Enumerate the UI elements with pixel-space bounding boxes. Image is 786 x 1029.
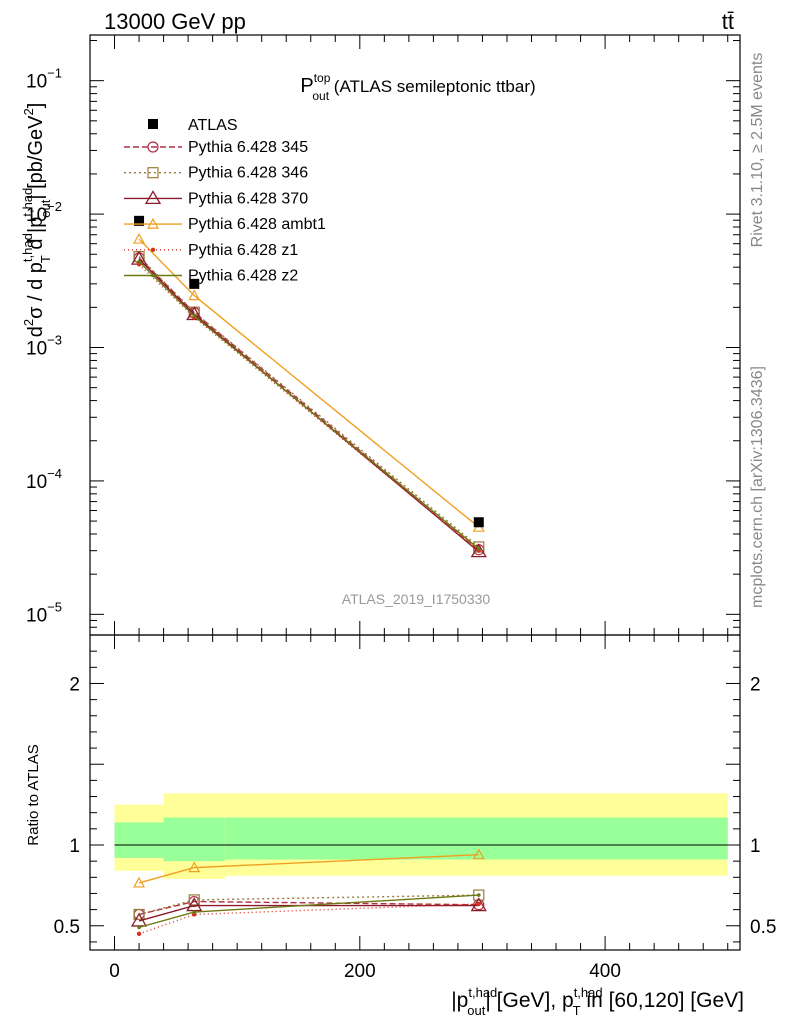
main-ylabel: d2σ / d pt,had T d |pt,had out| [pb/GeV2] (20, 103, 53, 338)
main-series-point-3 (188, 289, 201, 301)
xlabel: |pt,had out| [GeV], pt,had T in [60,120] [… (451, 985, 744, 1018)
main-series-3 (133, 232, 485, 532)
rivet-label: Rivet 3.1.10, ≥ 2.5M events (749, 53, 766, 248)
legend-marker-0 (147, 141, 159, 153)
ratio-ytick-label-left: 2 (69, 674, 80, 695)
legend-entry-3: Pythia 6.428 ambt1 (124, 216, 326, 233)
ratio-series-point-2 (470, 897, 487, 912)
legend-label-1: Pythia 6.428 346 (188, 165, 308, 182)
ratio-uncertainty-bands (114, 793, 728, 879)
legend-label-5: Pythia 6.428 z2 (188, 268, 298, 285)
legend-marker-1 (147, 167, 159, 179)
main-ytick-label: 10−5 (26, 599, 62, 626)
ratio-series-line-4 (138, 903, 479, 935)
legend-entry-2: Pythia 6.428 370 (124, 190, 308, 207)
legend-label-0: Pythia 6.428 345 (188, 139, 308, 156)
main-data-point (134, 215, 145, 226)
main-series-point-2 (470, 543, 487, 558)
main-curves (130, 232, 487, 558)
ratio-series-point-4 (136, 931, 142, 937)
ratio-band-inner-0 (114, 822, 164, 858)
legend-label-3: Pythia 6.428 ambt1 (188, 216, 326, 233)
ratio-curves (130, 848, 487, 937)
legend-label-4: Pythia 6.428 z1 (188, 242, 298, 259)
energy-label: 13000 GeV pp (104, 9, 246, 34)
ratio-frame (89, 634, 741, 951)
analysis-watermark: ATLAS_2019_I1750330 (342, 591, 491, 607)
ratio-series-5 (137, 893, 481, 930)
main-ytick-label: 10−2 (26, 199, 62, 226)
ratio-band-inner-1 (163, 817, 225, 862)
main-series-point-5 (137, 259, 141, 264)
ratio-series-point-5 (137, 925, 141, 930)
ratio-ytick-label-left: 0.5 (54, 917, 80, 938)
ratio-band-inner-2 (224, 817, 728, 860)
legend-marker-3 (146, 217, 160, 229)
ratio-panel: 0.5 0.5 1 1 2 2 0 200 400 Ratio to ATLAS |pt,had… (25, 634, 776, 1018)
legend-entry-atlas: ATLAS (148, 117, 238, 134)
ratio-series-line-3 (138, 853, 479, 884)
legend-marker-5 (151, 273, 155, 278)
main-series-5 (137, 259, 481, 551)
ratio-series-line-1 (138, 894, 479, 916)
ratio-series-point-3 (188, 861, 201, 873)
xtick-label: 0 (109, 961, 120, 982)
ratio-series-3 (133, 848, 485, 888)
ratio-series-point-1 (133, 908, 145, 921)
ratio-ytick-label-right: 2 (750, 674, 761, 695)
main-series-line-0 (138, 257, 480, 551)
legend-label-atlas: ATLAS (188, 117, 238, 134)
process-label: tt̄ (722, 9, 734, 34)
legend-label-2: Pythia 6.428 370 (188, 190, 308, 207)
ratio-series-point-4 (476, 901, 481, 907)
legend-marker-2 (144, 190, 162, 205)
legend-entry-5: Pythia 6.428 z2 (124, 268, 298, 285)
ratio-ylabel: Ratio to ATLAS (25, 744, 42, 845)
ratio-series-point-3 (472, 848, 485, 860)
main-panel: 10−5 10−4 10−3 10−2 10−1 Ptop out (ATLAS semi… (20, 34, 741, 636)
legend-marker-4 (150, 247, 156, 252)
main-data-point (189, 278, 200, 289)
main-series-line-3 (138, 238, 480, 528)
main-ytick-label: 10−1 (26, 66, 62, 93)
ratio-series-line-0 (138, 900, 479, 916)
main-data-point (473, 517, 484, 528)
main-title: Ptop out (ATLAS semileptonic ttbar) (300, 71, 535, 103)
main-axis-ticks: 10−5 10−4 10−3 10−2 10−1 (26, 35, 740, 636)
legend-series: Pythia 6.428 345 Pythia 6.428 346 Pythia 6… (124, 139, 326, 285)
xtick-label: 400 (589, 961, 621, 982)
ratio-series-point-5 (476, 893, 481, 897)
xtick-label: 200 (344, 961, 376, 982)
ratio-ytick-label-right: 0.5 (750, 917, 776, 938)
main-series-point-5 (192, 314, 197, 318)
main-series-1 (133, 251, 485, 553)
legend-entry-0: Pythia 6.428 345 (124, 139, 308, 156)
main-ytick-label: 10−3 (26, 333, 62, 360)
mcplots-label: mcplots.cern.ch [arXiv:1306.3436] (749, 366, 766, 608)
ratio-axis-ticks: 0.5 0.5 1 1 2 2 0 200 400 (54, 634, 776, 982)
main-series-point-3 (133, 232, 146, 244)
main-ytick-label: 10−4 (26, 466, 62, 493)
legend-entry-4: Pythia 6.428 z1 (124, 242, 298, 259)
ratio-series-point-5 (192, 910, 197, 914)
ratio-ytick-label-left: 1 (69, 836, 80, 857)
ratio-series-point-3 (133, 876, 146, 888)
main-data-points (134, 215, 484, 528)
ratio-ytick-label-right: 1 (750, 836, 761, 857)
ratio-series-line-2 (138, 904, 479, 922)
main-series-point-5 (476, 546, 481, 551)
legend-marker-atlas (148, 119, 158, 129)
legend-entry-1: Pythia 6.428 346 (124, 165, 308, 182)
